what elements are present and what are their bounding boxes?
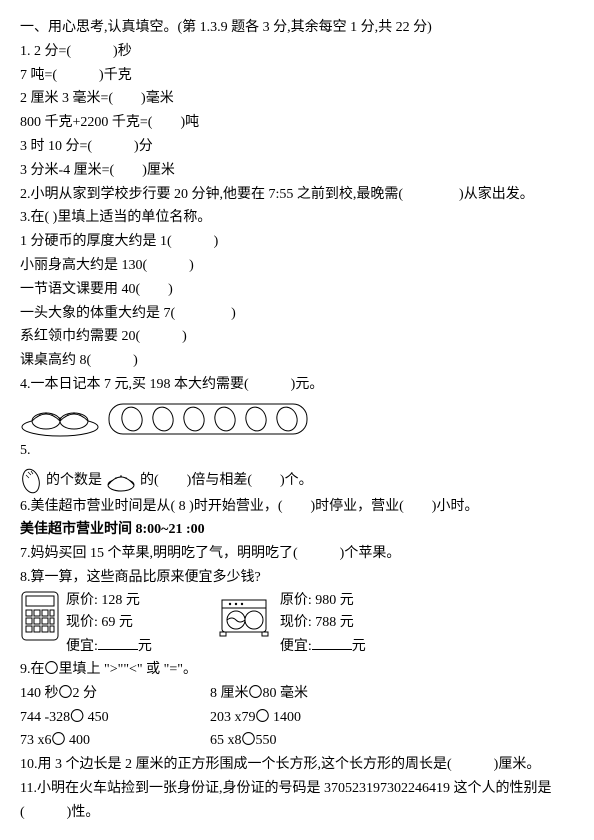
q9-row3: 73 x6〇 400 65 x8〇550 xyxy=(20,729,574,753)
q4: 4.一本日记本 7 元,买 198 本大约需要( )元。 xyxy=(20,373,574,397)
q8-item1-save: 便宜:元 xyxy=(66,635,152,658)
q5-text1: 的个数是 xyxy=(46,469,102,493)
q5-prefix: 5. xyxy=(20,439,574,463)
q3-l2: 小丽身高大约是 130( ) xyxy=(20,254,574,278)
q9-r1c1: 140 秒〇2 分 xyxy=(20,682,210,706)
washing-machine-icon xyxy=(218,590,274,638)
q3-l5: 系红领巾约需要 20( ) xyxy=(20,325,574,349)
q8-table: 原价: 128 元 现价: 69 元 便宜:元 原价: 980 元 现价: 78… xyxy=(20,590,574,658)
q3-l3: 一节语文课要用 40( ) xyxy=(20,278,574,302)
burgers-plate-icon xyxy=(20,401,100,437)
q9-head: 9.在〇里填上 ">""<" 或 "="。 xyxy=(20,658,574,682)
q1-line5: 3 时 10 分=( )分 xyxy=(20,135,574,159)
q8-head: 8.算一算，这些商品比原来便宜多少钱? xyxy=(20,566,574,590)
q1-line6: 3 分米-4 厘米=( )厘米 xyxy=(20,159,574,183)
q8-item2-orig: 原价: 980 元 xyxy=(280,590,366,612)
q1-line1: 1. 2 分=( )秒 xyxy=(20,40,574,64)
q1-line2: 7 吨=( )千克 xyxy=(20,64,574,88)
q3-l4: 一头大象的体重大约是 7( ) xyxy=(20,302,574,326)
q8-item2-now: 现价: 788 元 xyxy=(280,612,366,634)
q9-r2c2: 203 x79〇 1400 xyxy=(210,706,301,730)
q9-r3c2: 65 x8〇550 xyxy=(210,729,277,753)
q6-hours: 美佳超市营业时间 8:00~21 :00 xyxy=(20,518,574,542)
q9-r1c2: 8 厘米〇80 毫米 xyxy=(210,682,308,706)
q2: 2.小明从家到学校步行要 20 分钟,他要在 7:55 之前到校,最晚需( )从… xyxy=(20,183,574,207)
q5-text-row: 的个数是 的( )倍与相差( )个。 xyxy=(20,467,574,495)
q3-head: 3.在( )里填上适当的单位名称。 xyxy=(20,206,574,230)
burger-single-icon xyxy=(106,469,136,493)
q5-text2: 的( )倍与相差( )个。 xyxy=(140,469,313,493)
q1-line4: 800 千克+2200 千克=( )吨 xyxy=(20,111,574,135)
q8-item1: 原价: 128 元 现价: 69 元 便宜:元 xyxy=(20,590,152,658)
q10: 10.用 3 个边长是 2 厘米的正方形围成一个长方形,这个长方形的周长是( )… xyxy=(20,753,574,777)
q6: 6.美佳超市营业时间是从( 8 )时开始营业，( )时停业，营业( )小时。 xyxy=(20,495,574,519)
q8-item1-now: 现价: 69 元 xyxy=(66,612,152,634)
q9-r3c1: 73 x6〇 400 xyxy=(20,729,210,753)
calculator-icon xyxy=(20,590,60,642)
q8-item2-save: 便宜:元 xyxy=(280,635,366,658)
q7: 7.妈妈买回 15 个苹果,明明吃了气，明明吃了( )个苹果。 xyxy=(20,542,574,566)
q9-r2c1: 744 -328〇 450 xyxy=(20,706,210,730)
q9-row2: 744 -328〇 450 203 x79〇 1400 xyxy=(20,706,574,730)
q11: 11.小明在火车站捡到一张身份证,身份证的号码是 370523197302246… xyxy=(20,777,574,825)
q1-line3: 2 厘米 3 毫米=( )毫米 xyxy=(20,87,574,111)
dumpling-single-icon xyxy=(20,467,42,495)
q3-l6: 课桌高约 8( ) xyxy=(20,349,574,373)
section-title: 一、用心思考,认真填空。(第 1.3.9 题各 3 分,其余每空 1 分,共 2… xyxy=(20,16,574,40)
q5-images-row xyxy=(20,401,574,437)
q9-row1: 140 秒〇2 分 8 厘米〇80 毫米 xyxy=(20,682,574,706)
dumplings-row-icon xyxy=(108,401,308,437)
q3-l1: 1 分硬币的厚度大约是 1( ) xyxy=(20,230,574,254)
q8-item1-orig: 原价: 128 元 xyxy=(66,590,152,612)
q8-item2: 原价: 980 元 现价: 788 元 便宜:元 xyxy=(218,590,366,658)
